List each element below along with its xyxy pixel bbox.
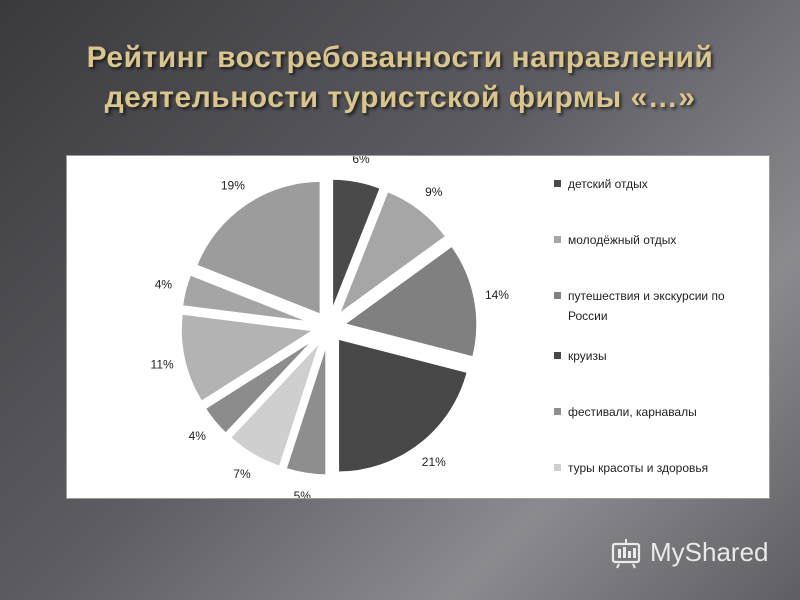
legend-label: детский отдых [568, 177, 648, 191]
legend-label: путешествия и экскурсии по России [568, 289, 725, 323]
pie-data-label-6: 7% [233, 467, 251, 481]
legend-item-1: детский отдых [554, 174, 759, 194]
pie-chart: 6% 9% 14% 21% 5% 7% 4% 11% 4% 19% [151, 156, 510, 498]
pie-slice-7 [202, 334, 320, 437]
slide-title-line-1: Рейтинг востребованности направлений [86, 41, 714, 74]
slide-title: Рейтинг востребованности направлений дея… [20, 38, 780, 118]
chart-panel: 6% 9% 14% 21% 5% 7% 4% 11% 4% 19% детский отдых мо… [66, 155, 770, 499]
legend-item-5: фестивали, карнавалы [554, 402, 759, 422]
legend-label: фестивали, карнавалы [568, 405, 697, 419]
pie-data-label-4: 21% [422, 455, 446, 469]
legend-label: молодёжный отдых [568, 233, 677, 247]
watermark-text: MyShared [650, 536, 769, 567]
legend-item-4: круизы [554, 346, 759, 366]
legend-swatch [554, 236, 561, 243]
pie-slice-9 [179, 271, 316, 326]
watermark: MyShared [610, 535, 769, 569]
pie-data-label-5: 5% [294, 489, 312, 498]
pie-slice-5 [283, 340, 329, 478]
pie-slice-3 [339, 242, 480, 360]
legend-swatch [554, 292, 561, 299]
pie-data-label-2: 9% [425, 185, 443, 199]
pie-slice-10 [193, 178, 323, 318]
slide-title-line-2: деятельности туристской фирмы «…» [104, 81, 696, 114]
pie-data-label-9: 4% [155, 277, 173, 291]
legend-swatch [554, 408, 561, 415]
legend-swatch [554, 352, 561, 359]
pie-slice-1 [330, 176, 384, 314]
legend-item-6: туры красоты и здоровья [554, 458, 759, 478]
pie-slice-4 [336, 336, 471, 475]
pie-slice-8 [178, 311, 320, 405]
watermark-logo-icon [611, 539, 641, 569]
legend-swatch [554, 464, 561, 471]
pie-data-label-10: 19% [221, 179, 245, 193]
legend-label: туры красоты и здоровья [568, 461, 709, 475]
pie-data-label-3: 14% [485, 288, 509, 302]
legend-label: круизы [568, 349, 607, 363]
pie-data-label-8: 11% [151, 357, 174, 371]
legend-swatch [554, 180, 561, 187]
pie-slice-2 [334, 188, 449, 321]
pie-data-label-1: 6% [352, 156, 370, 166]
legend-item-2: молодёжный отдых [554, 230, 759, 250]
pie-data-label-7: 4% [189, 429, 207, 443]
legend-item-3: путешествия и экскурсии по России [554, 286, 759, 326]
pie-slice-6 [227, 338, 324, 470]
